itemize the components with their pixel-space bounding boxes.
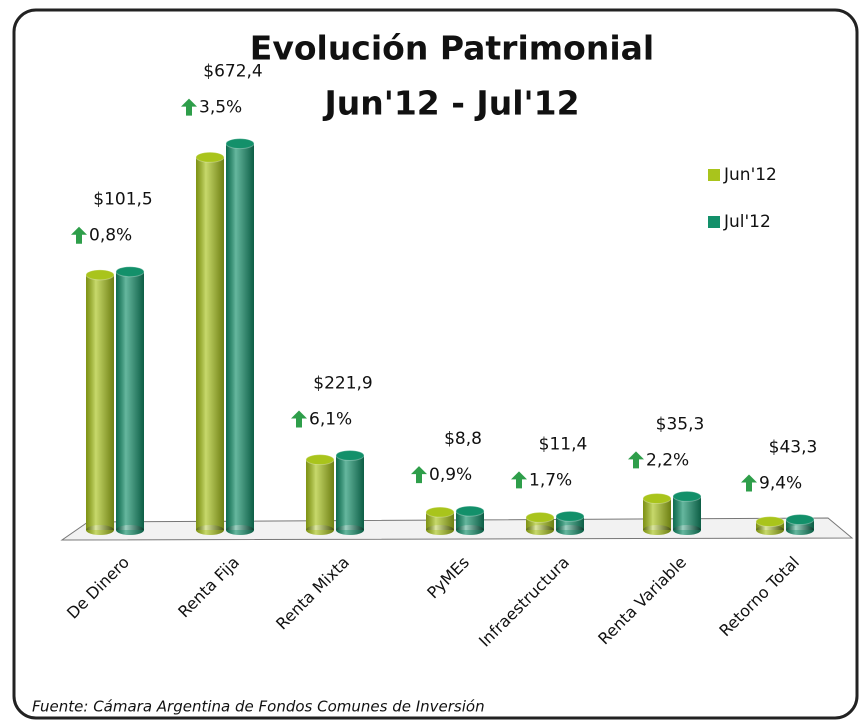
bar-cap <box>225 138 255 150</box>
bar-cap <box>85 269 115 281</box>
bar-base-shade <box>336 525 364 535</box>
bar-base-shade <box>426 525 454 535</box>
change-label: 3,5% <box>199 98 242 118</box>
bar-shade <box>786 519 814 530</box>
amount-label: $35,3 <box>656 414 705 434</box>
bar-shade <box>196 157 224 530</box>
up-arrow <box>511 471 527 489</box>
bar-shade <box>306 459 334 530</box>
bar-cap <box>425 506 455 518</box>
up-arrow <box>628 451 644 469</box>
bar-cap <box>755 516 785 528</box>
bar-cap <box>642 493 672 504</box>
bar-base-shade <box>226 525 254 535</box>
legend-swatch <box>708 169 720 181</box>
legend-label: Jul'12 <box>723 212 771 232</box>
bar-shade <box>226 143 254 530</box>
change-label: 2,2% <box>646 450 689 470</box>
up-arrow <box>181 98 197 116</box>
up-arrow <box>411 466 427 484</box>
amount-label: $221,9 <box>313 373 372 393</box>
bar-cap <box>555 510 585 522</box>
bar-base-shade <box>786 525 814 535</box>
bar-shade <box>116 271 144 530</box>
bar-cap <box>195 151 225 163</box>
legend-label: Jun'12 <box>723 165 777 185</box>
bar-base-shade <box>643 525 671 535</box>
amount-label: $11,4 <box>539 434 588 454</box>
amount-label: $8,8 <box>444 429 482 449</box>
bar-base-shade <box>116 525 144 535</box>
up-arrow <box>291 410 307 428</box>
bar-cap <box>455 505 485 517</box>
change-label: 1,7% <box>529 470 572 490</box>
bar-shade <box>673 496 701 530</box>
bar-base-shade <box>86 525 114 535</box>
bar-shade <box>456 511 484 530</box>
up-arrow <box>741 474 757 492</box>
frame <box>12 8 859 720</box>
change-label: 0,9% <box>429 465 472 485</box>
amount-label: $101,5 <box>93 190 152 210</box>
bar-cap <box>305 454 335 466</box>
bar-cap <box>335 449 365 461</box>
chart-subtitle: Jun'12 - Jul'12 <box>322 84 579 123</box>
up-arrow <box>71 226 87 244</box>
bar-shade <box>336 455 364 530</box>
bar-base-shade <box>196 525 224 535</box>
bar-base-shade <box>756 525 784 535</box>
bar-base-shade <box>556 525 584 535</box>
bar-base-shade <box>673 525 701 535</box>
bar-cap <box>115 266 145 278</box>
bar-cap <box>525 511 555 523</box>
bar-cap <box>785 514 815 525</box>
amount-label: $43,3 <box>769 438 818 458</box>
bar-base-shade <box>526 525 554 535</box>
change-label: 6,1% <box>309 409 352 429</box>
source: Fuente: Cámara Argentina de Fondos Comun… <box>32 698 485 716</box>
bar-base-shade <box>306 525 334 535</box>
bar-shade <box>643 498 671 530</box>
chart-title: Evolución Patrimonial <box>250 29 654 68</box>
bar-shade <box>426 512 454 530</box>
bar-base-shade <box>456 525 484 535</box>
legend-swatch <box>708 216 720 228</box>
change-label: 9,4% <box>759 474 802 494</box>
bar-shade <box>86 274 114 530</box>
change-label: 0,8% <box>89 226 132 246</box>
bar-cap <box>672 490 702 502</box>
amount-label: $672,4 <box>203 62 262 82</box>
